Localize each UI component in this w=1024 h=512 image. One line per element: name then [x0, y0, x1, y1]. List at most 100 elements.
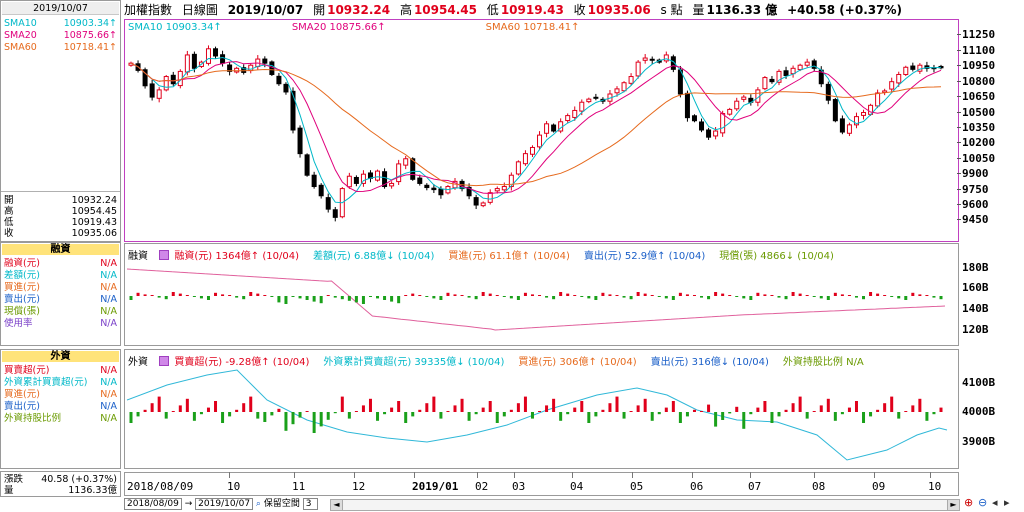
price-y-tick: 9450: [962, 213, 989, 227]
price-chart-panel[interactable]: SMA10 10903.34↑ SMA20 10875.66↑ SMA60 1071…: [124, 19, 959, 242]
margin-bar: [143, 294, 147, 296]
x-tick-mark: [930, 472, 931, 478]
foreign-bar: [326, 412, 330, 420]
tick-mark: [957, 96, 961, 98]
keep-space-input[interactable]: 3: [302, 498, 319, 510]
foreign-bar: [263, 412, 267, 422]
x-axis-label: 10: [928, 480, 942, 493]
foreign-bar: [897, 412, 901, 419]
foreign-y-tick: 3900B: [962, 435, 996, 448]
x-tick-mark: [294, 472, 295, 478]
candle-body: [544, 123, 550, 134]
margin-bar: [298, 296, 302, 299]
horizontal-scrollbar[interactable]: ◄ ►: [330, 499, 960, 511]
candle-body: [769, 78, 775, 83]
margin-bar: [538, 295, 542, 296]
foreign-bar: [319, 412, 323, 427]
margin-bar: [136, 292, 140, 296]
foreign-bar: [911, 405, 915, 412]
margin-bar: [164, 296, 168, 300]
foreign-bar: [150, 403, 154, 412]
margin-bar: [291, 296, 295, 297]
scroll-right-icon[interactable]: ►: [947, 500, 959, 510]
margin-chart-panel[interactable]: 融資 融資(元) 1364億↑ (10/04) 差額(元) 6.88億↓ (10/…: [124, 243, 959, 346]
candle-body: [649, 58, 655, 61]
side-row: 賣出(元) N/A: [4, 401, 117, 412]
price-y-tick: 10500: [962, 105, 996, 119]
foreign-bar: [523, 396, 527, 412]
to-date-field[interactable]: 2019/10/07: [195, 498, 254, 510]
foreign-bar: [333, 412, 337, 414]
side-row-value: N/A: [100, 401, 117, 412]
foreign-bar: [509, 409, 513, 412]
candle-body: [325, 197, 331, 210]
margin-bar: [425, 296, 429, 297]
foreign-bar: [826, 398, 830, 412]
margin-bar: [185, 295, 189, 296]
candle-body: [466, 186, 472, 197]
foreign-bar: [833, 412, 837, 421]
side-row-label: 差額(元): [4, 270, 40, 281]
side-row-value: 10875.66↑: [63, 30, 117, 41]
margin-bar: [664, 296, 668, 299]
sidebar-margin-panel: 融資 融資(元) N/A 差額(元) N/A 買進(元) N/A 賣出(元) N/A 現償(張)…: [0, 242, 121, 346]
margin-bar: [911, 292, 915, 296]
foreign-bar: [798, 396, 802, 412]
legend-item: 現償(張) 4866↓ (10/04): [719, 251, 834, 262]
side-row: 買賣超(元) N/A: [4, 365, 117, 376]
margin-bar: [460, 295, 464, 296]
margin-bar: [812, 296, 816, 297]
candle-body: [628, 76, 634, 84]
scroll-left-icon[interactable]: ◄: [331, 500, 343, 510]
side-row-label: 買進(元): [4, 389, 40, 400]
foreign-bar: [559, 412, 563, 421]
candle-body: [635, 61, 641, 77]
margin-bar: [685, 294, 689, 296]
margin-bar: [333, 296, 337, 298]
margin-bar: [523, 292, 527, 296]
chg-label: 漲跌: [4, 474, 24, 485]
foreign-bar: [664, 407, 668, 412]
foreign-bar: [136, 412, 140, 417]
foreign-legend: 外資 買賣超(元) -9.28億↑ (10/04) 外資累計買賣超(元) 3933…: [128, 353, 878, 368]
foreign-bar: [502, 412, 506, 417]
candle-body: [776, 70, 782, 83]
candle-body: [494, 188, 500, 192]
margin-bar: [516, 296, 520, 300]
zoom-in-icon[interactable]: ⊕: [964, 496, 974, 509]
side-row-value: N/A: [100, 365, 117, 376]
candle-body: [438, 188, 444, 196]
margin-bar: [432, 296, 436, 299]
left-icon[interactable]: ◂: [992, 496, 998, 509]
foreign-bar: [340, 396, 344, 412]
foreign-bar: [791, 403, 795, 412]
right-icon[interactable]: ▸: [1004, 496, 1010, 509]
foreign-bar: [474, 412, 478, 415]
foreign-bar: [171, 411, 175, 412]
side-row-value: 10935.06: [71, 228, 117, 239]
side-row-label: 使用率: [4, 318, 33, 329]
zoom-out-icon[interactable]: ⊖: [978, 496, 988, 509]
search-icon[interactable]: ⌕: [255, 499, 261, 509]
candle-body: [903, 66, 909, 75]
from-date-field[interactable]: 2018/08/09: [124, 498, 182, 510]
foreign-bar: [206, 407, 210, 412]
foreign-chart-panel[interactable]: 外資 買賣超(元) -9.28億↑ (10/04) 外資累計買賣超(元) 3933…: [124, 349, 959, 469]
margin-bar: [453, 294, 457, 296]
side-row-value: 10919.43: [71, 217, 117, 228]
price-legend-item: SMA10 10903.34↑: [128, 22, 222, 33]
side-row: 賣出(元) N/A: [4, 294, 117, 305]
margin-bar: [242, 296, 246, 300]
foreign-bar: [735, 406, 739, 412]
margin-bar: [129, 296, 133, 300]
margin-bar: [784, 296, 788, 300]
candle-body: [375, 170, 381, 181]
vol-value: 1136.33億: [68, 485, 117, 496]
foreign-bar: [566, 412, 570, 415]
side-row-label: 買賣超(元): [4, 365, 50, 376]
candle-body: [670, 56, 676, 70]
candle-body: [734, 100, 740, 110]
foreign-bar: [460, 398, 464, 412]
candle-body: [642, 57, 648, 61]
tick-mark: [957, 34, 961, 36]
